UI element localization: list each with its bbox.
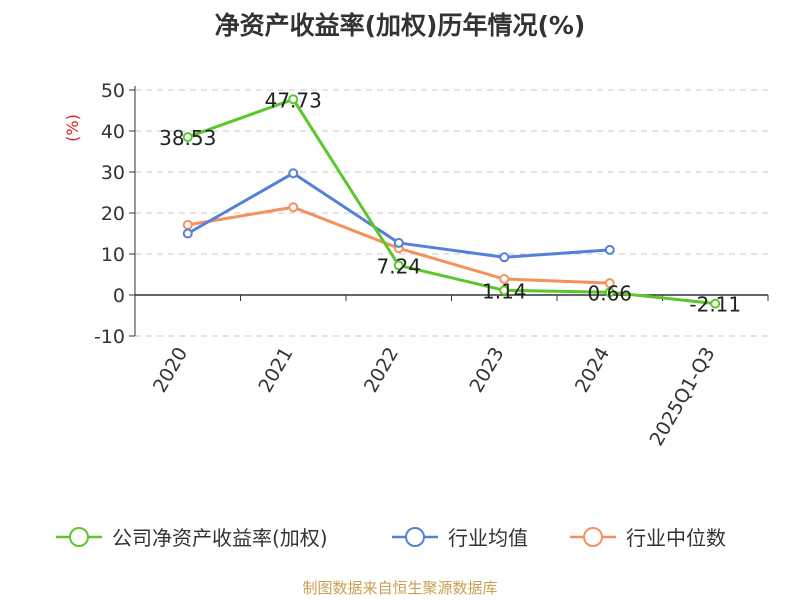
x-tick-label: 2025Q1-Q3 xyxy=(646,344,720,450)
data-point xyxy=(499,252,510,263)
data-point xyxy=(604,287,615,298)
y-axis-label: (%) xyxy=(63,114,82,142)
data-label: 47.73 xyxy=(265,88,322,112)
series-line xyxy=(187,97,716,306)
legend-marker xyxy=(405,527,425,547)
data-label: 7.24 xyxy=(376,254,421,278)
data-point xyxy=(499,285,510,296)
x-tick-label: 2024 xyxy=(571,344,614,397)
data-point xyxy=(710,298,721,309)
chart-title: 净资产收益率(加权)历年情况(%) xyxy=(214,11,586,40)
y-tick-labels: 50 40 30 20 10 0 -10 xyxy=(94,80,125,348)
data-point xyxy=(499,274,510,285)
data-point xyxy=(288,202,299,213)
axes xyxy=(129,86,769,337)
legend-marker xyxy=(69,527,89,547)
data-point xyxy=(182,228,193,239)
source-footer: 制图数据来自恒生聚源数据库 xyxy=(302,579,498,597)
legend-label: 公司净资产收益率(加权) xyxy=(112,526,328,550)
x-tick-label: 2020 xyxy=(149,344,192,397)
y-tick-label: 40 xyxy=(101,121,125,143)
y-tick-label: 20 xyxy=(101,203,125,225)
data-point xyxy=(288,168,299,179)
data-labels: 38.53 47.73 7.24 1.14 0.66 -2.11 xyxy=(159,88,741,316)
y-tick-label: -10 xyxy=(94,326,125,348)
data-point xyxy=(288,94,299,105)
data-point xyxy=(604,278,615,289)
legend-label: 行业中位数 xyxy=(626,526,726,550)
data-label: 38.53 xyxy=(159,126,216,150)
data-point xyxy=(182,132,193,143)
data-point xyxy=(604,244,615,255)
legend-label: 行业均值 xyxy=(448,526,528,550)
y-tick-label: 0 xyxy=(113,285,125,307)
data-point xyxy=(393,237,404,248)
x-tick-label: 2021 xyxy=(254,344,297,397)
legend: 公司净资产收益率(加权) 行业均值 行业中位数 xyxy=(56,526,726,550)
y-tick-label: 50 xyxy=(101,80,125,102)
series-lines xyxy=(182,94,721,309)
y-tick-label: 30 xyxy=(101,162,125,184)
data-point xyxy=(182,219,193,230)
data-point xyxy=(393,260,404,271)
x-tick-label: 2022 xyxy=(360,344,403,397)
x-tick-labels: 2020 2021 2022 2023 2024 2025Q1-Q3 xyxy=(149,344,720,450)
data-label: -2.11 xyxy=(689,293,741,317)
data-label: 0.66 xyxy=(587,281,632,305)
legend-marker xyxy=(583,527,603,547)
y-tick-label: 10 xyxy=(101,244,125,266)
x-tick-label: 2023 xyxy=(465,344,508,397)
data-label: 1.14 xyxy=(482,279,527,303)
